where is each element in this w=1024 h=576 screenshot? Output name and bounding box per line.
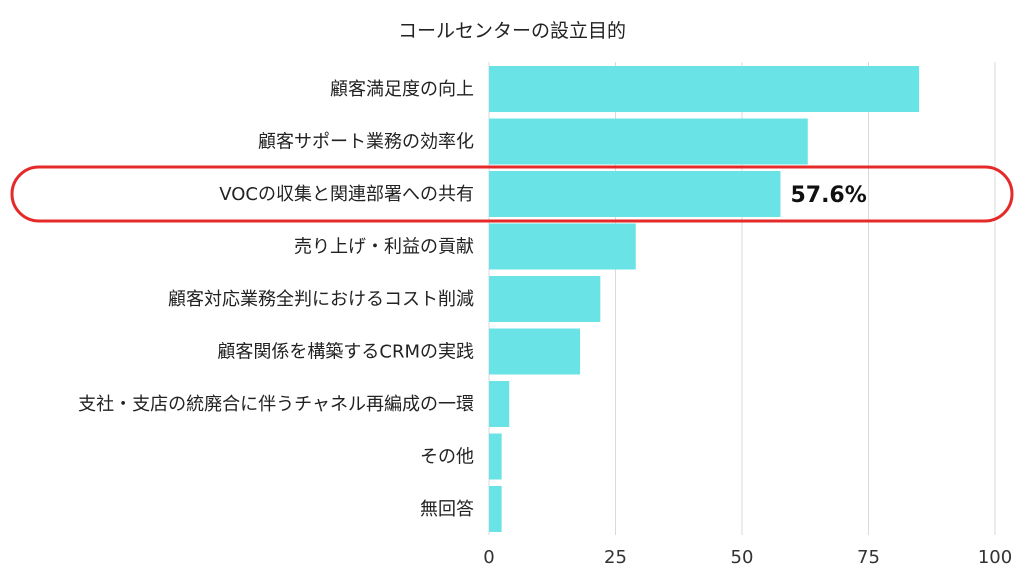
x-tick-label: 0 xyxy=(483,547,494,568)
bar xyxy=(489,223,636,270)
category-label: 顧客サポート業務の効率化 xyxy=(258,132,474,153)
x-tick-label: 75 xyxy=(857,547,880,568)
category-label: その他 xyxy=(420,447,474,468)
x-tick-label: 25 xyxy=(604,547,627,568)
bar xyxy=(489,118,808,165)
x-tick-label: 100 xyxy=(978,547,1012,568)
highlight-outline xyxy=(10,165,1014,223)
bar xyxy=(489,171,781,217)
category-label: 支社・支店の統廃合に伴うチャネル再編成の一環 xyxy=(78,394,474,415)
category-label: 顧客対応業務全判におけるコスト削減 xyxy=(168,289,474,310)
bar xyxy=(489,276,601,322)
bars xyxy=(489,66,920,532)
category-label: 顧客満足度の向上 xyxy=(330,79,474,100)
bar xyxy=(489,381,510,427)
bar xyxy=(489,433,502,480)
x-axis-ticks: 0 25 50 75 100 xyxy=(483,547,1012,568)
category-label: VOCの収集と関連部署への共有 xyxy=(219,184,474,205)
bar xyxy=(489,486,502,532)
category-label: 売り上げ・利益の貢献 xyxy=(294,237,474,258)
data-label: 57.6% xyxy=(790,183,866,208)
annotations: 57.6% xyxy=(10,165,1014,223)
bar xyxy=(489,328,581,375)
x-tick-label: 50 xyxy=(731,547,754,568)
chart-title: コールセンターの設立目的 xyxy=(398,20,626,42)
category-label: 顧客関係を構築するCRMの実践 xyxy=(217,342,474,363)
category-label: 無回答 xyxy=(420,499,474,520)
bar xyxy=(489,66,920,112)
